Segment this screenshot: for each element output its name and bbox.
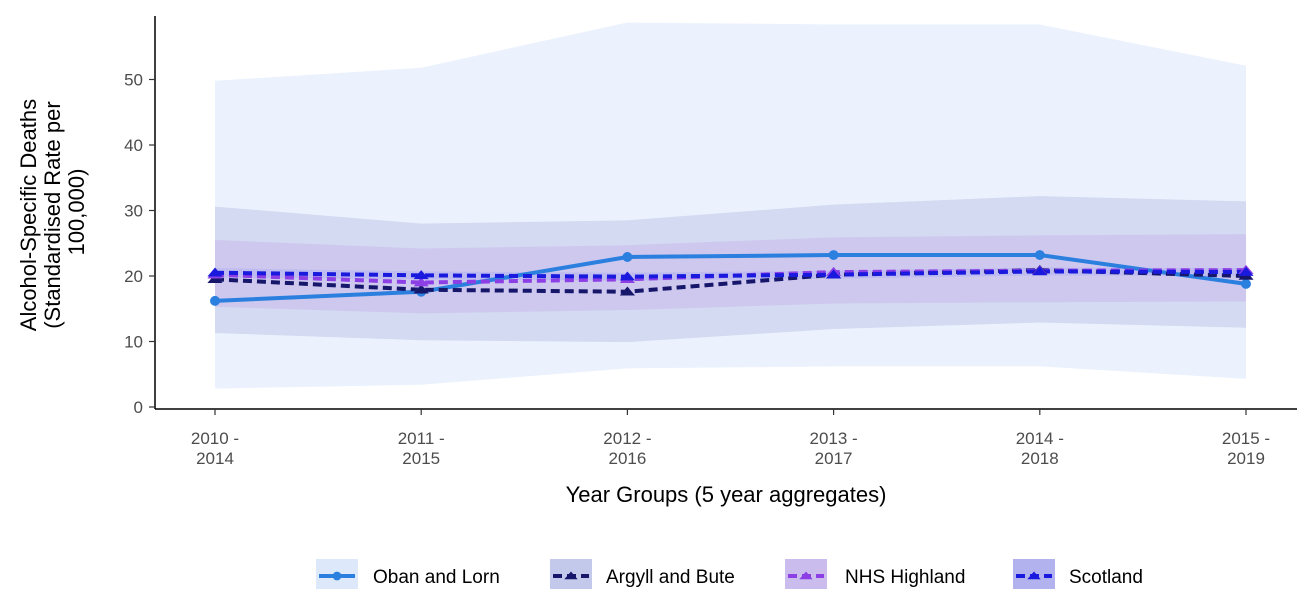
- y-tick-label-50: 50: [124, 71, 143, 90]
- y-axis-title-line-2: (Standardised Rate per: [40, 101, 65, 328]
- data-point-scotland-1: [413, 270, 429, 280]
- y-tick-label-0: 0: [134, 398, 143, 417]
- x-tick-label-0-line-1: 2010 -: [191, 429, 239, 448]
- y-axis-title: Alcohol-Specific Deaths (Standardised Ra…: [16, 93, 89, 331]
- data-point-oban-and-lorn-5: [1241, 278, 1251, 289]
- x-tick-label-1-line-2: 2015: [402, 449, 440, 468]
- data-point-scotland-4: [1032, 266, 1048, 276]
- legend-label-oban-and-lorn: Oban and Lorn: [373, 567, 500, 588]
- x-tick-label-2-line-1: 2012 -: [603, 429, 651, 448]
- data-point-oban-and-lorn-4: [1034, 250, 1045, 260]
- x-tick-label-3-line-2: 2017: [815, 449, 853, 468]
- x-tick-label-5: 2015 -2019: [1222, 429, 1270, 468]
- legend-key-marker-scotland: [1027, 571, 1041, 580]
- x-tick-label-3: 2013 -2017: [809, 429, 857, 468]
- data-point-oban-and-lorn-3: [828, 250, 839, 260]
- x-tick-label-3-line-1: 2013 -: [809, 429, 857, 448]
- axes: [154, 16, 1297, 410]
- data-point-oban-and-lorn-0: [210, 295, 220, 306]
- y-tick-label-10: 10: [124, 333, 143, 352]
- data-point-scotland-5: [1238, 266, 1254, 276]
- data-point-scotland-3: [826, 269, 842, 279]
- legend-key-marker-oban-and-lorn: [332, 571, 342, 581]
- series-lines: [214, 253, 1247, 303]
- x-tick-label-0: 2010 -2014: [191, 429, 239, 468]
- x-tick-label-0-line-2: 2014: [196, 449, 234, 468]
- x-axis-title: Year Groups (5 year aggregates): [566, 482, 887, 507]
- x-ticks: 2010 -2014 2011 -2015 2012 -2016 2013 -2017…: [191, 409, 1270, 468]
- data-point-oban-and-lorn-2: [622, 252, 633, 262]
- series-line-scotland: [214, 269, 1247, 279]
- series-line-oban-and-lorn: [214, 253, 1247, 303]
- legend-key-marker-argyll-and-bute: [564, 571, 578, 580]
- data-point-scotland-0: [207, 267, 223, 277]
- legend: Oban and Lorn Argyll and Bute NHS Highland…: [316, 559, 1143, 589]
- x-tick-label-2: 2012 -2016: [603, 429, 651, 468]
- y-tick-label-40: 40: [124, 136, 143, 155]
- series-markers: [207, 250, 1254, 306]
- legend-label-scotland: Scotland: [1069, 567, 1143, 588]
- data-point-nhs-highland-1: [413, 277, 429, 287]
- y-axis-title-line-3: 100,000): [64, 169, 89, 256]
- x-tick-label-5-line-1: 2015 -: [1222, 429, 1270, 448]
- y-axis-title-line-1: Alcohol-Specific Deaths: [16, 99, 41, 331]
- x-tick-label-4: 2014 -2018: [1016, 429, 1064, 468]
- data-point-argyll-and-bute-1: [413, 284, 429, 294]
- legend-label-nhs-highland: NHS Highland: [845, 567, 965, 588]
- x-tick-label-1: 2011 -2015: [398, 429, 445, 468]
- x-tick-label-4-line-1: 2014 -: [1016, 429, 1064, 448]
- x-tick-label-2-line-2: 2016: [608, 449, 646, 468]
- y-tick-label-30: 30: [124, 202, 143, 221]
- legend-label-argyll-and-bute: Argyll and Bute: [606, 567, 735, 588]
- data-point-argyll-and-bute-0: [207, 274, 223, 284]
- data-point-argyll-and-bute-2: [619, 286, 635, 296]
- data-point-scotland-2: [619, 271, 635, 281]
- legend-key-marker-nhs-highland: [799, 571, 813, 580]
- confidence-bands: [215, 22, 1246, 389]
- y-ticks: 0 10 20 30 40 50: [124, 71, 155, 417]
- x-tick-label-5-line-2: 2019: [1227, 449, 1265, 468]
- y-tick-label-20: 20: [124, 267, 143, 286]
- x-tick-label-4-line-2: 2018: [1021, 449, 1059, 468]
- x-tick-label-1-line-1: 2011 -: [398, 429, 445, 448]
